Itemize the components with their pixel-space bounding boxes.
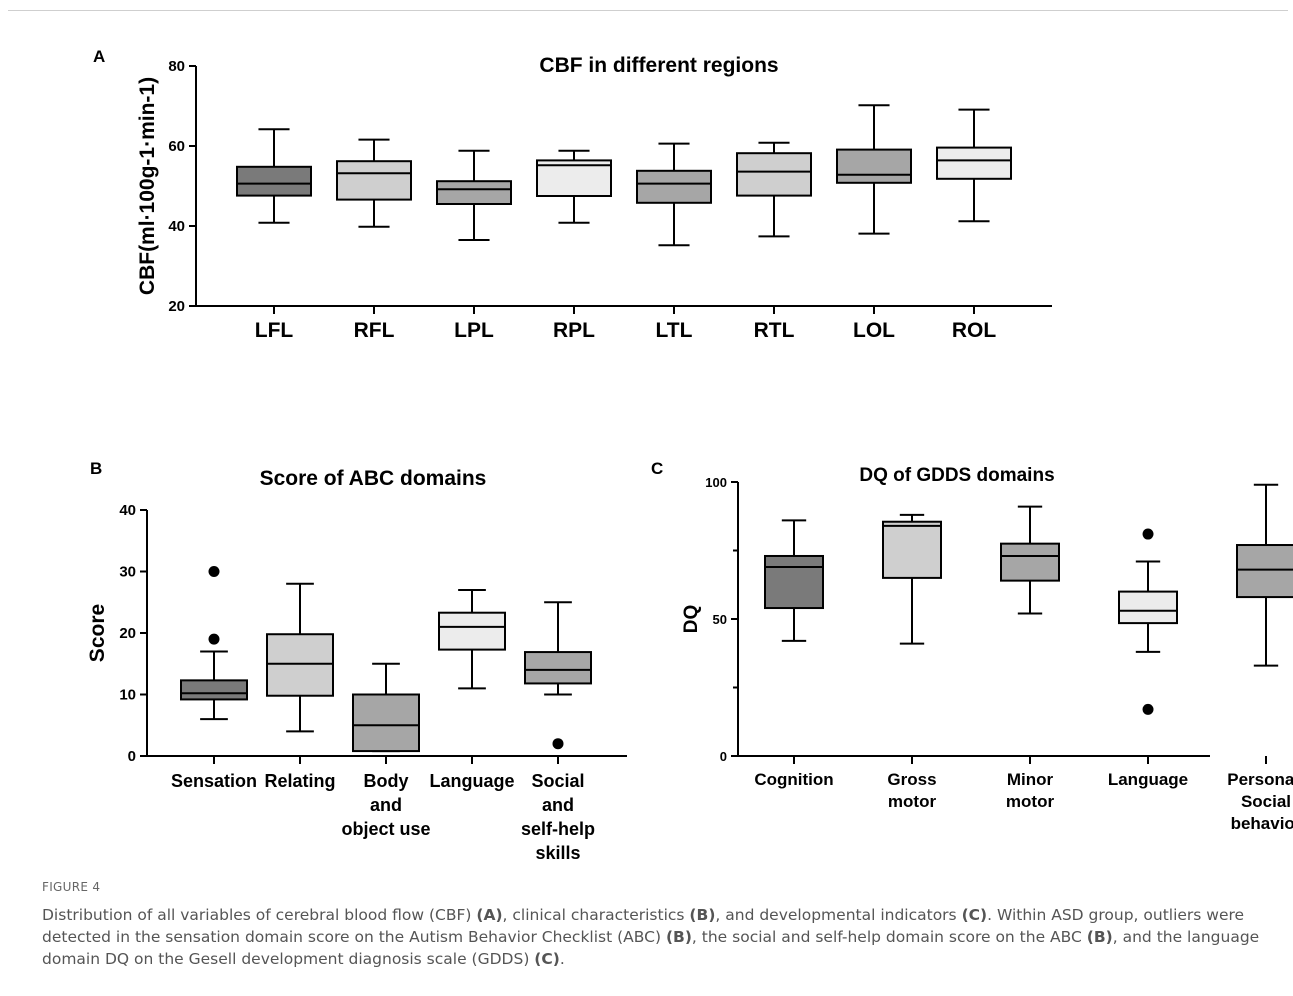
box-iqr: [336, 160, 412, 201]
y-tick-label: 0: [720, 749, 727, 764]
x-category-label: Body: [364, 771, 409, 791]
x-category-label: Gross: [887, 770, 936, 789]
x-category-label: Language: [1108, 770, 1188, 789]
x-category-label: Minor: [1007, 770, 1054, 789]
figure-label: FIGURE 4: [42, 880, 101, 894]
y-tick-label: 20: [119, 625, 136, 642]
x-category-label: LPL: [454, 319, 494, 342]
caption-text: . Within ASD group, outliers were detect…: [42, 906, 1245, 946]
y-tick-label: 40: [119, 502, 136, 519]
x-category-label: object use: [341, 819, 430, 839]
box-iqr: [180, 679, 248, 701]
x-category-label: Relating: [264, 771, 335, 791]
x-category-label: ROL: [952, 319, 997, 342]
box-iqr: [1118, 590, 1178, 625]
figure-caption: Distribution of all variables of cerebra…: [42, 904, 1267, 970]
box-iqr: [1000, 542, 1060, 582]
caption-text: , clinical characteristics: [502, 906, 690, 924]
y-tick-label: 20: [168, 298, 185, 315]
x-category-label: LFL: [255, 319, 294, 342]
caption-text: , and developmental indicators: [715, 906, 962, 924]
figure-panels: A CBF in different regions CBF(ml·100g-1·m…: [86, 47, 1293, 863]
figure-frame: [8, 10, 1288, 996]
box-iqr: [266, 633, 334, 697]
caption-panel-ref: (B): [665, 928, 692, 946]
y-tick-label: 50: [713, 612, 727, 627]
box-iqr: [936, 146, 1012, 180]
box-iqr: [1236, 544, 1293, 599]
caption-panel-ref: (B): [689, 906, 716, 924]
panel-letter: B: [90, 459, 102, 478]
box-iqr: [882, 520, 942, 579]
x-category-label: Sensation: [171, 771, 257, 791]
x-category-label: RPL: [553, 319, 595, 342]
y-tick-label: 10: [119, 687, 136, 704]
outlier-point: [208, 566, 220, 577]
x-category-label: motor: [888, 792, 937, 811]
y-axis-label: Score: [86, 604, 109, 662]
x-category-label: RFL: [354, 319, 395, 342]
outlier-point: [208, 633, 220, 645]
x-category-label: behavior: [1231, 814, 1293, 833]
y-tick-label: 100: [705, 475, 727, 490]
x-category-label: Cognition: [754, 770, 833, 789]
outlier-point: [1142, 703, 1154, 715]
x-category-label: Personal-: [1227, 770, 1293, 789]
x-category-label: and: [370, 795, 402, 815]
box-iqr: [764, 554, 824, 610]
caption-panel-ref: (C): [534, 950, 560, 968]
box-iqr: [536, 159, 612, 197]
panel-c: C DQ of GDDS domains DQ 0 50 100 Cognition Gros…: [651, 459, 1293, 833]
box-iqr: [524, 651, 592, 685]
outlier-point: [1142, 528, 1154, 540]
caption-block: FIGURE 4 Distribution of all variables o…: [42, 880, 1267, 970]
caption-text: .: [559, 950, 565, 968]
panel-b: B Score of ABC domains Score 0 10 20 30 40 Sensa…: [86, 459, 627, 863]
y-tick-label: 40: [168, 218, 185, 235]
x-category-label: LTL: [656, 319, 693, 342]
chart-title: Score of ABC domains: [260, 467, 487, 490]
caption-panel-ref: (A): [476, 906, 503, 924]
x-category-label: skills: [535, 843, 580, 863]
y-tick-label: 60: [168, 138, 185, 155]
y-tick-label: 30: [119, 564, 136, 581]
box-iqr: [236, 165, 312, 197]
panel-letter: C: [651, 459, 663, 478]
caption-panel-ref: (C): [961, 906, 988, 924]
box-iqr: [736, 152, 812, 197]
panel-letter: A: [93, 47, 105, 66]
box-iqr: [836, 148, 912, 184]
box-iqr: [436, 180, 512, 205]
panel-a: A CBF in different regions CBF(ml·100g-1·m…: [93, 47, 1052, 342]
y-tick-label: 80: [168, 58, 185, 75]
x-category-label: LOL: [853, 319, 895, 342]
caption-text: Distribution of all variables of cerebra…: [42, 906, 477, 924]
box-iqr: [438, 611, 506, 651]
x-category-label: self-help: [521, 819, 595, 839]
y-tick-label: 0: [128, 748, 136, 765]
x-category-label: Language: [429, 771, 514, 791]
x-category-label: motor: [1006, 792, 1055, 811]
chart-title: DQ of GDDS domains: [859, 465, 1054, 486]
caption-panel-ref: (B): [1086, 928, 1113, 946]
box-iqr: [352, 693, 420, 753]
chart-title: CBF in different regions: [539, 54, 778, 77]
x-category-label: RTL: [754, 319, 795, 342]
box-iqr: [636, 169, 712, 204]
y-axis-label: CBF(ml·100g-1·min-1): [136, 77, 159, 295]
x-category-label: and: [542, 795, 574, 815]
caption-text: , and the language domain DQ on the Gese…: [42, 928, 1260, 968]
caption-text: , the social and self-help domain score …: [691, 928, 1087, 946]
outlier-point: [552, 738, 564, 750]
x-category-label: Social: [1241, 792, 1291, 811]
x-category-label: Social: [531, 771, 584, 791]
y-axis-label: DQ: [681, 605, 702, 634]
